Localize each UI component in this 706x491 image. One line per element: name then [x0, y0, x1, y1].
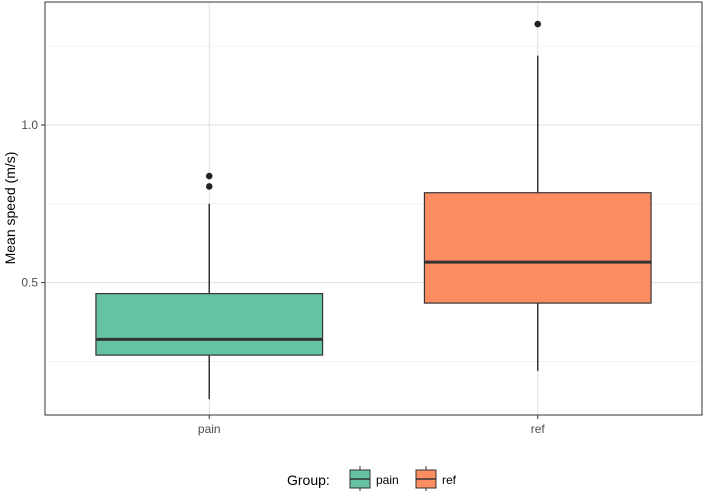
- outlier-point: [205, 183, 213, 190]
- box-ref: [423, 20, 652, 371]
- x-tick-label: ref: [531, 422, 546, 436]
- x-axis: pain ref: [198, 415, 546, 436]
- box-iqr: [423, 192, 652, 304]
- x-tick-label: pain: [198, 422, 221, 436]
- outlier-point: [534, 20, 542, 28]
- legend-label-pain: pain: [376, 473, 399, 487]
- y-axis: 0.5 1.0: [21, 118, 45, 290]
- y-tick-label: 0.5: [21, 276, 38, 290]
- legend-item-ref: ref: [415, 466, 457, 491]
- box-series: [95, 20, 652, 400]
- box-iqr: [95, 293, 324, 356]
- outlier-point: [205, 172, 213, 180]
- legend-title: Group:: [287, 472, 330, 488]
- box-pain: [95, 172, 324, 400]
- plot-border: [44, 1, 703, 416]
- legend-item-pain: pain: [349, 466, 399, 491]
- legend: Group: pain ref: [287, 466, 457, 491]
- legend-label-ref: ref: [442, 473, 457, 487]
- y-tick-label: 1.0: [21, 118, 38, 132]
- y-axis-title: Mean speed (m/s): [2, 152, 18, 265]
